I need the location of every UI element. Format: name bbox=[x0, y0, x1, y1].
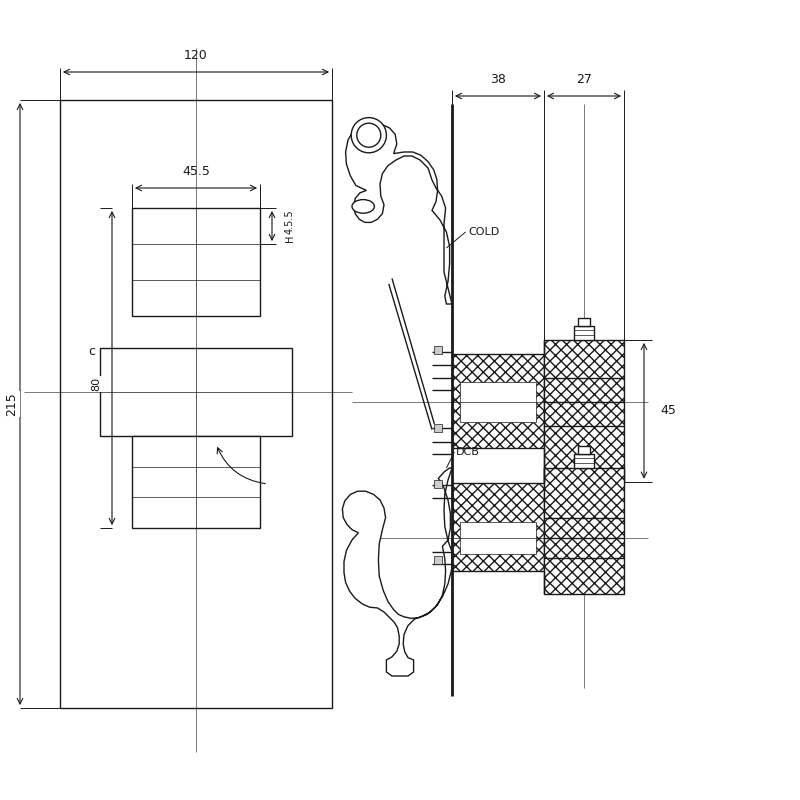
Polygon shape bbox=[342, 468, 452, 676]
Bar bbox=[544, 468, 624, 594]
Text: 45: 45 bbox=[660, 404, 676, 418]
Bar bbox=[574, 454, 594, 468]
Bar bbox=[434, 480, 442, 488]
Ellipse shape bbox=[352, 200, 374, 213]
Bar bbox=[578, 318, 590, 326]
Bar bbox=[460, 382, 536, 422]
Text: H: H bbox=[285, 234, 294, 242]
Text: 80: 80 bbox=[91, 377, 101, 391]
Bar bbox=[460, 522, 536, 554]
Bar bbox=[132, 436, 260, 528]
Bar bbox=[100, 348, 292, 436]
Text: DCB: DCB bbox=[456, 447, 480, 457]
Text: c: c bbox=[89, 346, 95, 358]
Text: 38: 38 bbox=[490, 73, 506, 86]
Bar bbox=[60, 100, 332, 708]
Polygon shape bbox=[346, 122, 452, 304]
Text: 45.5: 45.5 bbox=[182, 166, 210, 178]
Bar bbox=[578, 446, 590, 454]
Bar bbox=[434, 346, 442, 354]
Circle shape bbox=[351, 118, 386, 153]
Bar bbox=[132, 208, 260, 316]
Bar bbox=[452, 354, 544, 448]
Text: 27: 27 bbox=[576, 73, 592, 86]
Text: 120: 120 bbox=[184, 49, 208, 62]
Bar bbox=[574, 326, 594, 340]
Text: COLD: COLD bbox=[468, 227, 499, 237]
Text: 4.5.5: 4.5.5 bbox=[285, 210, 294, 234]
Bar bbox=[434, 556, 442, 564]
Bar bbox=[544, 340, 624, 482]
Bar bbox=[452, 483, 544, 571]
Bar bbox=[434, 424, 442, 432]
Text: 215: 215 bbox=[6, 392, 18, 416]
